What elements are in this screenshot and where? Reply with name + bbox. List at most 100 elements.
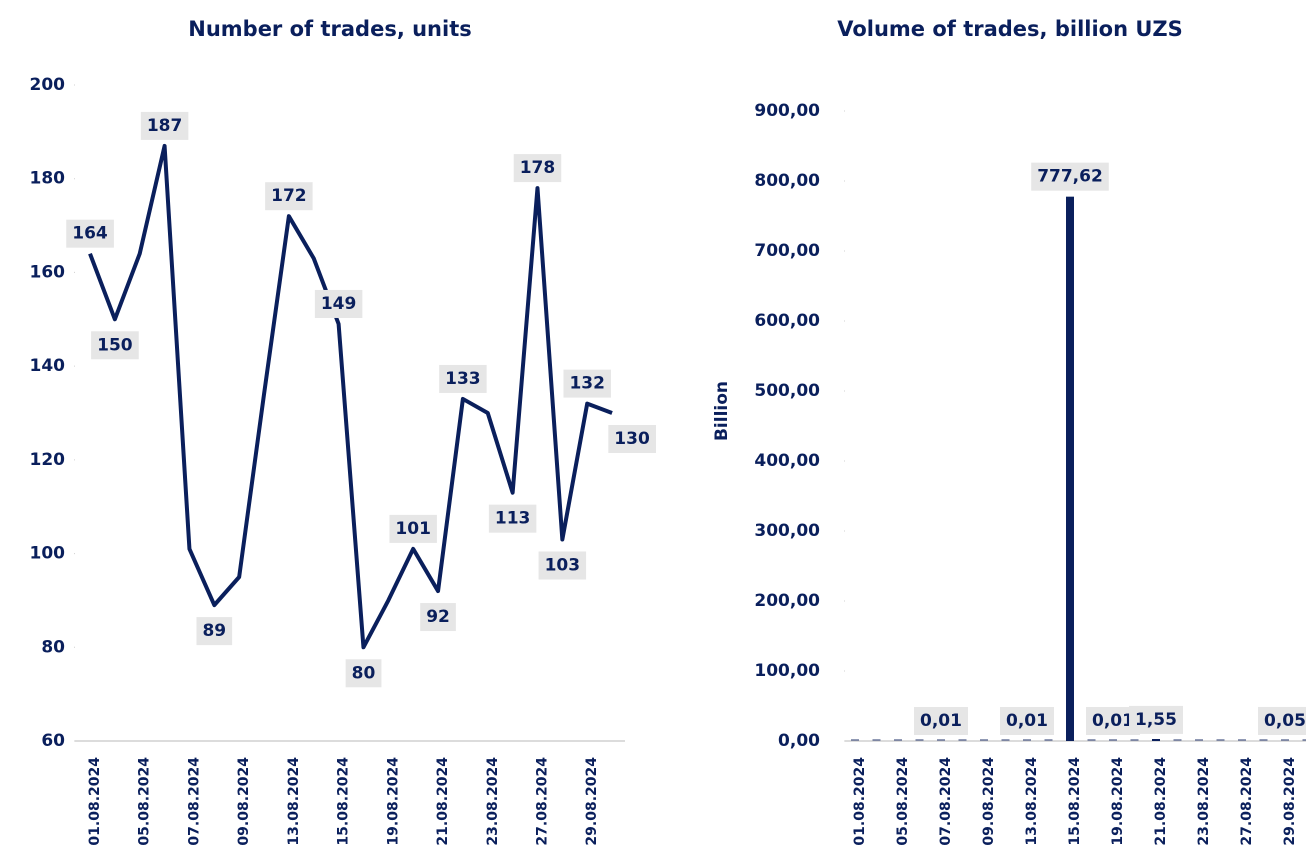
bar	[851, 739, 859, 741]
y-axis-label: Billion	[712, 381, 732, 441]
data-label-group: 101	[389, 514, 437, 543]
data-label: 103	[545, 556, 581, 576]
chart-title: Number of trades, units	[188, 17, 472, 41]
x-tick-label: 15.08.2024	[336, 757, 352, 846]
y-tick-label: 160	[30, 262, 66, 282]
x-tick-label: 07.08.2024	[938, 757, 954, 846]
bar	[1302, 739, 1306, 741]
data-label-group: 178	[513, 154, 562, 183]
x-tick-label: 15.08.2024	[1067, 757, 1083, 846]
data-label-group: 150	[91, 331, 139, 360]
data-label: 92	[426, 607, 450, 627]
y-tick-label: 100	[30, 544, 66, 564]
y-tick-label: 800,00	[754, 171, 820, 191]
y-tick-label: 120	[30, 450, 66, 470]
y-tick-label: 200	[30, 75, 66, 95]
bar	[1066, 196, 1074, 741]
data-label-box	[91, 331, 139, 360]
data-label-box	[1031, 162, 1109, 191]
bar	[937, 739, 945, 741]
data-label-group: 103	[538, 551, 587, 580]
data-label: 150	[97, 335, 133, 355]
data-label: 0,01	[1092, 711, 1134, 731]
data-label-group: 172	[265, 182, 313, 211]
y-tick-label: 60	[41, 731, 65, 751]
bar	[1130, 739, 1139, 741]
data-label: 178	[520, 158, 556, 178]
x-tick-label: 27.08.2024	[1239, 757, 1255, 846]
bar	[894, 739, 902, 741]
data-label-box	[1000, 706, 1054, 735]
data-label-box	[389, 514, 437, 543]
x-tick-label: 23.08.2024	[1196, 757, 1212, 846]
bar	[915, 739, 924, 741]
data-label-group: 0,05	[1258, 706, 1306, 735]
data-label: 0,01	[1006, 711, 1048, 731]
y-tick-label: 0,00	[778, 731, 820, 751]
y-tick-label: 200,00	[754, 591, 820, 611]
data-label-box	[265, 182, 313, 211]
data-label: 101	[395, 519, 431, 539]
x-tick-label: 19.08.2024	[1110, 757, 1126, 846]
data-label-box	[914, 706, 968, 735]
chart-title: Volume of trades, billion UZS	[837, 17, 1183, 41]
x-tick-label: 13.08.2024	[286, 757, 302, 846]
data-label-box	[563, 369, 611, 398]
data-label: 1,55	[1135, 710, 1177, 730]
bar	[958, 739, 967, 741]
data-label: 0,01	[920, 711, 962, 731]
bar	[1195, 739, 1203, 741]
bar	[1023, 739, 1031, 741]
bar	[1259, 739, 1268, 741]
x-tick-label: 19.08.2024	[385, 757, 401, 846]
bar	[1173, 739, 1182, 741]
x-tick-label: 09.08.2024	[236, 757, 252, 846]
data-label: 149	[321, 294, 357, 314]
y-tick-label: 180	[30, 169, 66, 189]
data-label-box	[538, 551, 587, 580]
data-label-group: 149	[314, 289, 363, 318]
data-label-box	[314, 289, 363, 318]
data-label-group: 130	[608, 425, 656, 453]
y-tick-label: 140	[30, 356, 66, 376]
bar	[1087, 739, 1096, 741]
x-tick-label: 07.08.2024	[186, 757, 202, 846]
data-label: 187	[147, 116, 183, 136]
data-label-group: 1,55	[1129, 705, 1183, 734]
bar	[1044, 739, 1053, 741]
data-label-group: 0,01	[914, 706, 968, 735]
data-label: 113	[495, 509, 531, 529]
x-tick-label: 29.08.2024	[584, 757, 600, 846]
y-tick-label: 300,00	[754, 521, 820, 541]
data-label-group: 187	[140, 111, 189, 140]
data-label-box	[196, 617, 233, 646]
data-label: 172	[271, 186, 307, 206]
bar	[1238, 739, 1246, 741]
data-label-group: 777,62	[1031, 162, 1109, 191]
x-tick-label: 05.08.2024	[137, 757, 153, 846]
y-tick-label: 100,00	[754, 661, 820, 681]
y-tick-label: 500,00	[754, 381, 820, 401]
data-label: 777,62	[1037, 167, 1103, 187]
data-label-box	[420, 603, 456, 632]
data-label-group: 89	[196, 617, 233, 646]
x-tick-label: 21.08.2024	[1153, 757, 1169, 846]
data-label-box	[608, 425, 656, 453]
data-label-group: 0,01	[1000, 706, 1054, 735]
x-tick-label: 05.08.2024	[895, 757, 911, 846]
bar	[872, 739, 881, 741]
data-label: 133	[445, 369, 481, 389]
line-series	[88, 143, 613, 650]
data-label: 80	[352, 663, 376, 683]
data-label-group: 80	[345, 659, 382, 688]
data-label-group: 133	[439, 364, 487, 393]
bar	[1109, 739, 1117, 741]
y-tick-label: 700,00	[754, 241, 820, 261]
data-label: 130	[614, 429, 650, 449]
x-tick-label: 01.08.2024	[87, 757, 103, 846]
data-label-box	[1258, 706, 1306, 735]
data-label-box	[66, 219, 114, 248]
data-label-box	[345, 659, 382, 688]
data-label-group: 92	[420, 603, 456, 632]
